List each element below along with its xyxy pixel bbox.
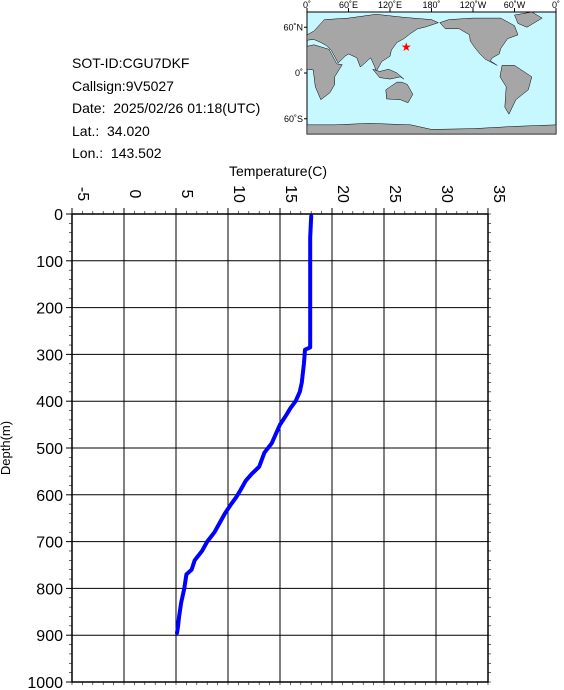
y-tick-label: 600 [36, 488, 63, 505]
chart-ticks: -5 0 5 10 15 20 25 30 35 0 100 200 300 400 500 600 700 80… [27, 185, 507, 690]
map-longitude-label: 0˚ [552, 0, 560, 10]
map-longitude-label: 120˚W [460, 0, 487, 10]
world-map: ★ 0˚ 60˚E 120˚E 180˚ 120˚W 60˚W 0˚ 60˚N 0˚ 60˚S [283, 0, 560, 135]
y-tick-label: 1000 [27, 675, 63, 690]
y-tick-label: 200 [36, 301, 63, 318]
y-axis-label: Depth(m) [0, 421, 13, 475]
longitude-label: Lon.: 143.502 [72, 145, 162, 161]
y-tick-label: 800 [36, 581, 63, 598]
sot-id-label: SOT-ID:CGU7DKF [72, 55, 190, 71]
y-tick-label: 500 [36, 441, 63, 458]
x-tick-label: 5 [178, 190, 195, 199]
ship-position-marker: ★ [401, 40, 412, 54]
y-tick-label: 300 [36, 347, 63, 364]
y-tick-label: 100 [36, 254, 63, 271]
x-tick-label: 15 [282, 185, 299, 203]
x-tick-label: 10 [230, 185, 247, 203]
map-longitude-label: 180˚ [422, 0, 440, 10]
map-axis-labels: 0˚ 60˚E 120˚E 180˚ 120˚W 60˚W 0˚ 60˚N 0˚ 60˚S [283, 0, 560, 124]
y-tick-label: 700 [36, 535, 63, 552]
australia-landmass [385, 81, 414, 104]
map-longitude-label: 60˚W [504, 0, 526, 10]
temperature-profile-line [175, 214, 314, 635]
eurasia-landmass [306, 14, 440, 73]
north-america-landmass [439, 17, 519, 66]
y-tick-label: 0 [54, 207, 63, 224]
antarctica-landmass [306, 123, 557, 135]
x-tick-label: 0 [126, 190, 143, 199]
map-latitude-label: 0˚ [295, 68, 303, 78]
x-tick-label: 20 [334, 185, 351, 203]
x-tick-label: 30 [438, 185, 455, 203]
map-latitude-label: 60˚N [283, 22, 303, 32]
latitude-label: Lat.: 34.020 [72, 122, 150, 139]
map-longitude-label: 60˚E [339, 0, 358, 10]
x-axis-label: Temperature(C) [229, 163, 327, 179]
map-longitude-label: 120˚E [378, 0, 402, 10]
chart-grid [71, 213, 489, 683]
x-tick-label: 25 [386, 185, 403, 203]
y-tick-label: 900 [36, 628, 63, 645]
map-longitude-label: 0˚ [303, 0, 311, 10]
greenland-landmass [514, 11, 543, 28]
chart-series [175, 214, 314, 635]
south-america-landmass [499, 65, 533, 115]
profile-info: SOT-ID:CGU7DKF Callsign:9V5027 Date: 202… [72, 52, 260, 165]
africa-landmass [306, 44, 343, 101]
indonesia-landmass [371, 68, 404, 80]
map-latitude-label: 60˚S [284, 114, 303, 124]
date-label: Date: 2025/02/26 01:18(UTC) [72, 100, 261, 116]
x-tick-label: 35 [490, 185, 507, 203]
map-frame: ★ [306, 11, 557, 135]
callsign-label: Callsign:9V5027 [72, 77, 174, 94]
y-tick-label: 400 [36, 394, 63, 411]
x-tick-label: -5 [74, 187, 91, 201]
